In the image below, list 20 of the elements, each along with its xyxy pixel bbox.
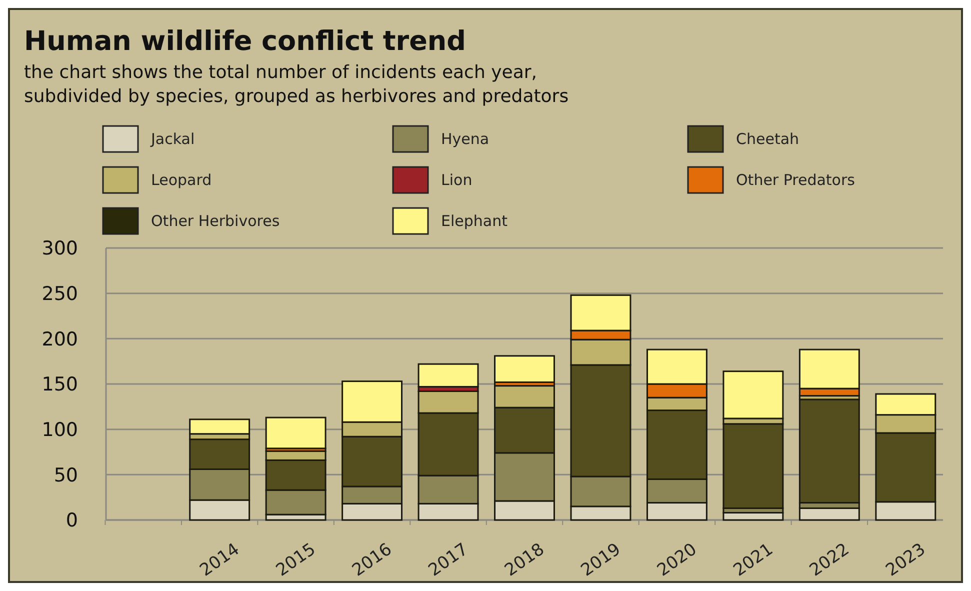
legend-label: Hyena: [441, 130, 490, 148]
chart-title: Human wildlife conflict trend: [24, 26, 466, 57]
legend-label: Other Predators: [736, 171, 856, 189]
bar: [494, 355, 555, 383]
y-tick-label: 50: [54, 464, 78, 486]
legend-label: Jackal: [150, 130, 195, 148]
y-tick-label: 150: [42, 374, 78, 396]
y-tick-label: 250: [42, 282, 78, 305]
y-tick-label: 100: [42, 418, 78, 441]
bar: [798, 507, 860, 521]
y-tick-label: 200: [42, 328, 78, 350]
y-tick-label: 300: [42, 238, 78, 260]
legend-label: Elephant: [441, 212, 508, 230]
legend-label: Cheetah: [736, 130, 800, 148]
legend-label: Leopard: [151, 171, 212, 189]
y-tick-label: 0: [66, 510, 78, 532]
legend-label: Other Herbivores: [151, 212, 280, 230]
chart-subtitle: the chart shows the total number of incidents each year, subdivided by species, grouped as herbivores and predators: [24, 62, 569, 107]
bar: [265, 416, 326, 450]
legend-label: Lion: [441, 171, 472, 189]
